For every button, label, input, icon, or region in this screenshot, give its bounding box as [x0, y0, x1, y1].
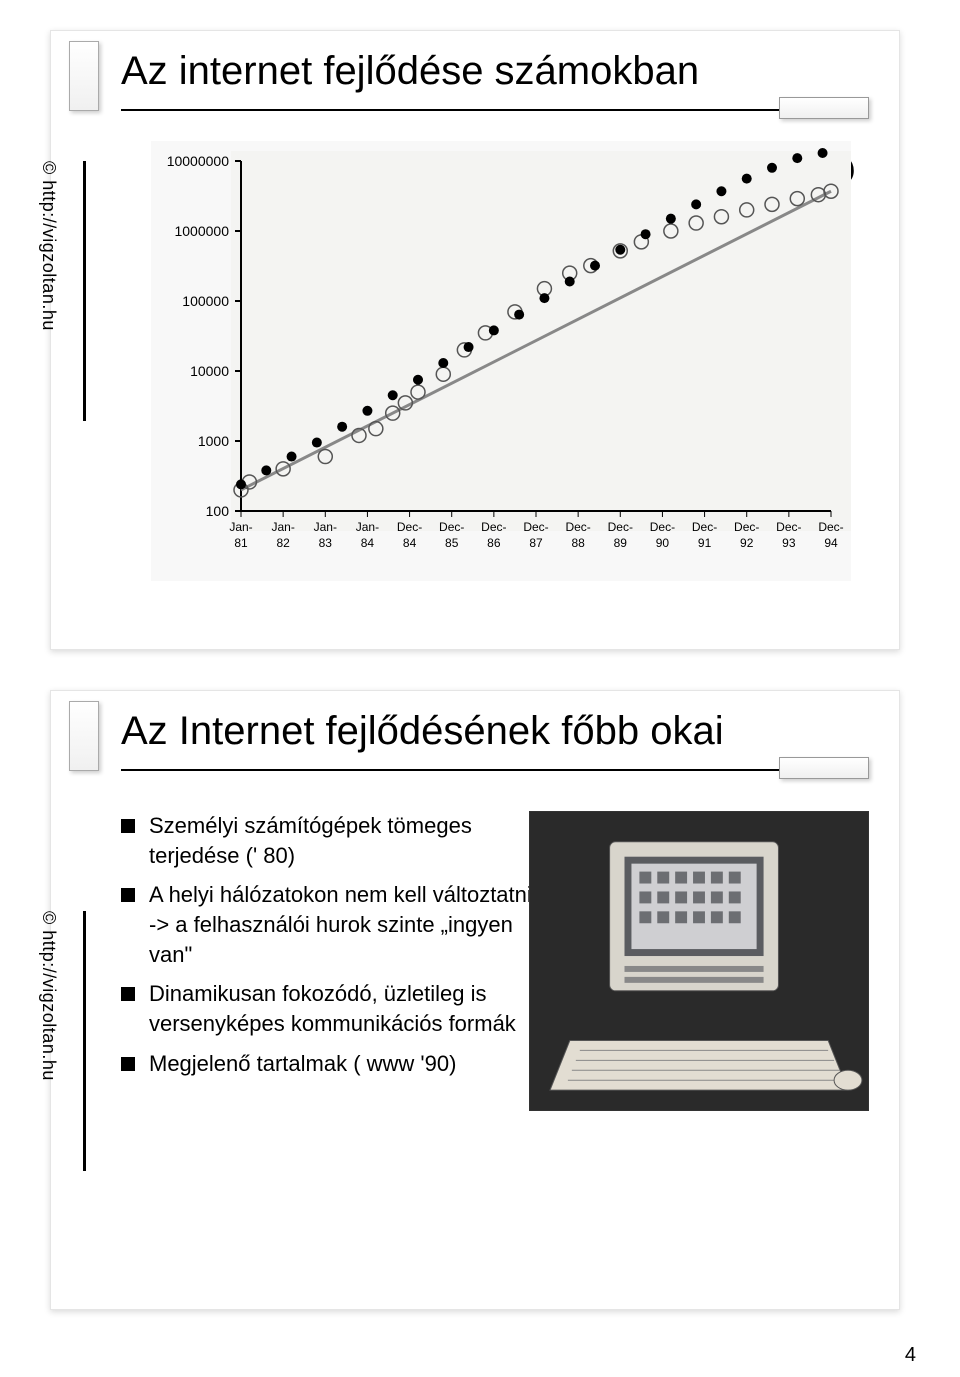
x-tick-label-year: 82 — [276, 536, 290, 550]
computer-illustration — [530, 812, 868, 1110]
drive-slot-1 — [625, 966, 764, 972]
x-tick-label: Dec- — [397, 520, 422, 534]
slide-1: Az internet fejlődése számokban © http:/… — [50, 30, 900, 650]
x-tick-label-year: 87 — [529, 536, 543, 550]
x-tick-label-year: 93 — [782, 536, 796, 550]
x-tick-label-year: 88 — [571, 536, 585, 550]
data-point-filled — [818, 148, 828, 158]
data-point-filled — [337, 422, 347, 432]
slide-2: Az Internet fejlődésének főbb okai © htt… — [50, 690, 900, 1310]
x-tick-label: Dec- — [565, 520, 590, 534]
y-tick-label: 100000 — [182, 293, 229, 309]
data-point-filled — [362, 406, 372, 416]
data-point-filled — [565, 276, 575, 286]
page: Az internet fejlődése számokban © http:/… — [0, 0, 960, 1377]
data-point-filled — [287, 452, 297, 462]
data-point-filled — [590, 261, 600, 271]
mouse — [834, 1070, 862, 1090]
data-point-filled — [641, 229, 651, 239]
y-tick-label: 10000000 — [167, 153, 230, 169]
page-number: 4 — [905, 1344, 916, 1367]
x-tick-label: Dec- — [608, 520, 633, 534]
x-tick-label-year: 81 — [234, 536, 248, 550]
title-underline-2 — [121, 769, 869, 771]
data-point-filled — [312, 438, 322, 448]
x-tick-label: Dec- — [776, 520, 801, 534]
title-right-decor-2 — [779, 757, 869, 779]
data-point-filled — [388, 390, 398, 400]
x-tick-label-year: 83 — [319, 536, 333, 550]
data-point-filled — [236, 479, 246, 489]
y-tick-label: 100 — [206, 503, 230, 519]
keyboard-body — [550, 1040, 848, 1090]
bullet-item: Dinamikusan fokozódó, üzletileg is verse… — [121, 979, 541, 1038]
slide-2-title: Az Internet fejlődésének főbb okai — [121, 709, 724, 754]
data-point-filled — [666, 214, 676, 224]
bullet-item: Személyi számítógépek tömeges terjedése … — [121, 811, 541, 870]
data-point-filled — [464, 342, 474, 352]
data-point-filled — [261, 465, 271, 475]
data-point-filled — [539, 293, 549, 303]
title-side-decor-2 — [69, 701, 99, 771]
data-point-filled — [489, 325, 499, 335]
x-tick-label: Jan- — [229, 520, 252, 534]
x-tick-label: Dec- — [650, 520, 675, 534]
x-tick-label-year: 94 — [824, 536, 838, 550]
x-tick-label: Jan- — [271, 520, 294, 534]
x-tick-label: Dec- — [481, 520, 506, 534]
data-point-filled — [792, 153, 802, 163]
data-point-filled — [514, 310, 524, 320]
x-tick-label: Dec- — [523, 520, 548, 534]
x-tick-label-year: 85 — [445, 536, 459, 550]
data-point-filled — [691, 199, 701, 209]
x-tick-label-year: 90 — [656, 536, 670, 550]
copyright-area-2: © http://vigzoltan.hu — [65, 911, 105, 1171]
drive-slot-2 — [625, 977, 764, 983]
title-right-decor — [779, 97, 869, 119]
x-tick-label: Dec- — [692, 520, 717, 534]
bullet-item: A helyi hálózatokon nem kell változtatni… — [121, 880, 541, 969]
x-tick-label: Jan- — [314, 520, 337, 534]
data-point-filled — [767, 163, 777, 173]
x-tick-label: Dec- — [734, 520, 759, 534]
vintage-computer-photo — [529, 811, 869, 1111]
data-point-filled — [716, 186, 726, 196]
y-tick-label: 1000000 — [174, 223, 229, 239]
copyright-area: © http://vigzoltan.hu — [65, 161, 105, 421]
copyright-text-1: © http://vigzoltan.hu — [38, 161, 59, 421]
slide-1-title: Az internet fejlődése számokban — [121, 49, 699, 94]
bullet-item: Megjelenő tartalmak ( www '90) — [121, 1049, 541, 1079]
data-point-filled — [615, 245, 625, 255]
growth-chart: 100 1000 10000 100000 1000000 10000000 Jan- 81 J… — [151, 141, 851, 581]
x-tick-label: Dec- — [439, 520, 464, 534]
x-tick-label-year: 84 — [361, 536, 375, 550]
y-tick-label: 1000 — [198, 433, 229, 449]
x-tick-label-year: 92 — [740, 536, 754, 550]
data-point-filled — [438, 358, 448, 368]
x-tick-label-year: 86 — [487, 536, 501, 550]
y-tick-label: 10000 — [190, 363, 229, 379]
data-point-filled — [742, 174, 752, 184]
copyright-bar — [83, 161, 86, 421]
x-tick-label-year: 84 — [403, 536, 417, 550]
copyright-bar-2 — [83, 911, 86, 1171]
copyright-text-2: © http://vigzoltan.hu — [38, 911, 59, 1171]
x-tick-label-year: 89 — [614, 536, 628, 550]
x-tick-label: Jan- — [356, 520, 379, 534]
bullet-list: Személyi számítógépek tömeges terjedése … — [121, 811, 541, 1089]
title-underline — [121, 109, 869, 111]
data-point-filled — [413, 375, 423, 385]
x-tick-label-year: 91 — [698, 536, 712, 550]
x-tick-label: Dec- — [818, 520, 843, 534]
title-side-decor — [69, 41, 99, 111]
